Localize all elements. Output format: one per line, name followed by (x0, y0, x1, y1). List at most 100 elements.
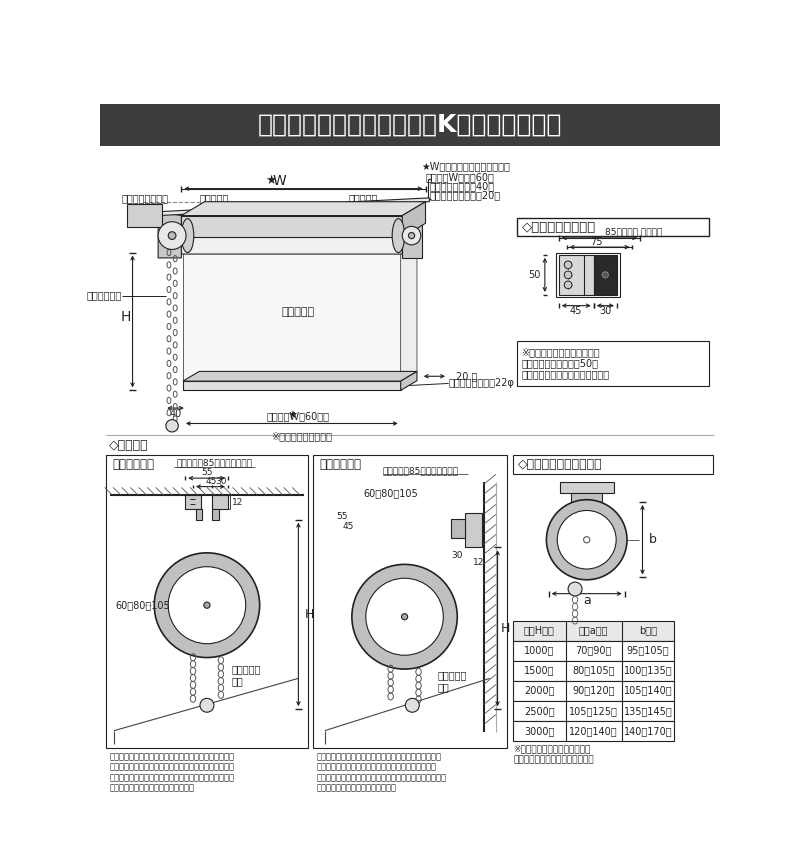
Bar (212, 495, 228, 509)
Text: 1000㎜: 1000㎜ (524, 646, 554, 656)
Bar (556, 253, 620, 297)
Text: 140～170㎜: 140～170㎜ (624, 726, 672, 736)
Text: 55: 55 (202, 469, 213, 477)
Bar (513, 661, 674, 681)
Circle shape (402, 614, 408, 620)
Text: 60・80・105: 60・80・105 (363, 488, 418, 499)
Bar (451, 519, 465, 538)
Text: ★: ★ (287, 410, 297, 421)
Text: チェーンドライブタイプ　K型　仕様と構造: チェーンドライブタイプ K型 仕様と構造 (258, 113, 562, 137)
Text: 90～120㎜: 90～120㎜ (573, 686, 615, 695)
Text: 取付けには85㎜以上必要です: 取付けには85㎜以上必要です (177, 458, 253, 468)
Text: 55: 55 (336, 512, 348, 521)
Circle shape (546, 500, 627, 579)
Text: ★: ★ (265, 174, 276, 187)
Polygon shape (183, 242, 417, 253)
FancyBboxPatch shape (182, 217, 402, 254)
Circle shape (200, 698, 214, 712)
Text: H: H (501, 622, 510, 635)
Bar (594, 255, 617, 295)
Text: ※おおよその目安となります。
生地によって寸法は異なります。: ※おおよその目安となります。 生地によって寸法は異なります。 (513, 745, 594, 764)
Bar (196, 509, 202, 520)
Circle shape (602, 272, 609, 278)
Text: 下桟（丸型桟木）22φ: 下桟（丸型桟木）22φ (449, 378, 514, 389)
Circle shape (568, 582, 582, 596)
Text: 2500㎜: 2500㎜ (524, 706, 554, 715)
Text: 135～145㎜: 135～145㎜ (623, 706, 672, 715)
Circle shape (168, 566, 246, 643)
Text: ※両サイドのブラケットは、: ※両サイドのブラケットは、 (522, 347, 600, 358)
Text: 45: 45 (342, 522, 354, 531)
Text: ヘッドレール: ヘッドレール (261, 201, 296, 211)
Circle shape (366, 578, 443, 656)
Text: ブラケット: ブラケット (349, 194, 378, 204)
Bar (106, 455, 308, 747)
Text: 105～140㎜: 105～140㎜ (624, 686, 672, 695)
Text: 100～135㎜: 100～135㎜ (624, 666, 672, 675)
Text: 3000㎜: 3000㎜ (524, 726, 554, 736)
Polygon shape (401, 372, 417, 391)
Text: ◇巻上げ時のロール直径: ◇巻上げ時のロール直径 (518, 458, 602, 471)
Text: 45: 45 (205, 477, 217, 487)
Text: 生地幅（W－60㎜）: 生地幅（W－60㎜） (266, 410, 330, 421)
Text: ※上図は左操作の場合: ※上図は左操作の場合 (271, 431, 332, 442)
Text: 12: 12 (473, 559, 484, 567)
Polygon shape (183, 372, 417, 381)
Circle shape (409, 232, 414, 239)
Bar (513, 701, 674, 721)
Text: ブラケットを天井面に取付け、ブラケット（非可動部）
にヘッドレールを差し込み、ブラケット可動部をスライ
ドさせ固定して下さい。最後にブラケット可動部分のネ
ジ穴: ブラケットを天井面に取付け、ブラケット（非可動部） にヘッドレールを差し込み、ブ… (110, 753, 234, 792)
Text: 30: 30 (215, 477, 226, 487)
Text: ブラケットを壁面に取付け、ブラケット（非可動部）に
ヘッドレールを差し込み、ブラケット可動部をスライ
ドさせ固定して下さい。最後にブラケット可動部分のネジ
穴よ: ブラケットを壁面に取付け、ブラケット（非可動部）に ヘッドレールを差し込み、ブラ… (316, 753, 446, 792)
Bar (517, 341, 709, 385)
Text: 12: 12 (232, 497, 243, 507)
Text: 商品H寸法: 商品H寸法 (524, 625, 555, 636)
Bar (513, 641, 674, 661)
Polygon shape (402, 216, 422, 258)
Circle shape (168, 232, 176, 239)
Bar (127, 204, 162, 227)
Text: 操作側すきま＝約40㎜: 操作側すきま＝約40㎜ (430, 181, 494, 191)
Polygon shape (182, 202, 426, 216)
Text: 85（取付時 必要寸法: 85（取付時 必要寸法 (606, 227, 662, 236)
Circle shape (558, 510, 616, 569)
Text: サイドブラケット: サイドブラケット (122, 194, 169, 204)
Bar (513, 721, 674, 740)
Text: H: H (305, 608, 314, 621)
Circle shape (564, 261, 572, 268)
Text: b: b (649, 533, 657, 546)
Circle shape (402, 226, 421, 245)
Text: 生地幅＝W寸法－60㎜: 生地幅＝W寸法－60㎜ (426, 171, 494, 182)
Text: すだれ生地: すだれ生地 (281, 307, 314, 317)
Bar (513, 621, 674, 641)
Polygon shape (183, 253, 401, 381)
Text: 取付けには85㎜以上必要です: 取付けには85㎜以上必要です (383, 466, 459, 475)
Circle shape (204, 602, 210, 608)
Polygon shape (402, 202, 426, 237)
Circle shape (352, 565, 458, 669)
Polygon shape (401, 242, 417, 381)
Text: ブラケット: ブラケット (200, 194, 230, 204)
Circle shape (584, 537, 590, 543)
Circle shape (564, 281, 572, 288)
Text: 直径a寸法: 直径a寸法 (579, 625, 609, 636)
Text: 以内のところへ取付けて下さい。: 以内のところへ取付けて下さい。 (522, 369, 610, 378)
Text: 50: 50 (529, 270, 541, 280)
Ellipse shape (182, 218, 194, 253)
Polygon shape (182, 216, 402, 237)
Polygon shape (183, 381, 401, 391)
Bar (513, 681, 674, 701)
Text: ヘッドレールの端より50㎜: ヘッドレールの端より50㎜ (522, 358, 598, 368)
Circle shape (158, 222, 186, 249)
Text: 105～125㎜: 105～125㎜ (570, 706, 618, 715)
Text: チェーンの
長さ: チェーンの 長さ (437, 670, 466, 692)
Bar (517, 218, 709, 236)
Bar (559, 482, 614, 493)
Text: H: H (120, 310, 130, 324)
Text: 120～140㎜: 120～140㎜ (570, 726, 618, 736)
Text: 1500㎜: 1500㎜ (524, 666, 554, 675)
Text: ◇ブラケットサイズ: ◇ブラケットサイズ (522, 221, 596, 234)
Circle shape (564, 271, 572, 279)
Text: W: W (273, 174, 286, 188)
Polygon shape (158, 211, 182, 258)
Text: a: a (583, 594, 590, 607)
